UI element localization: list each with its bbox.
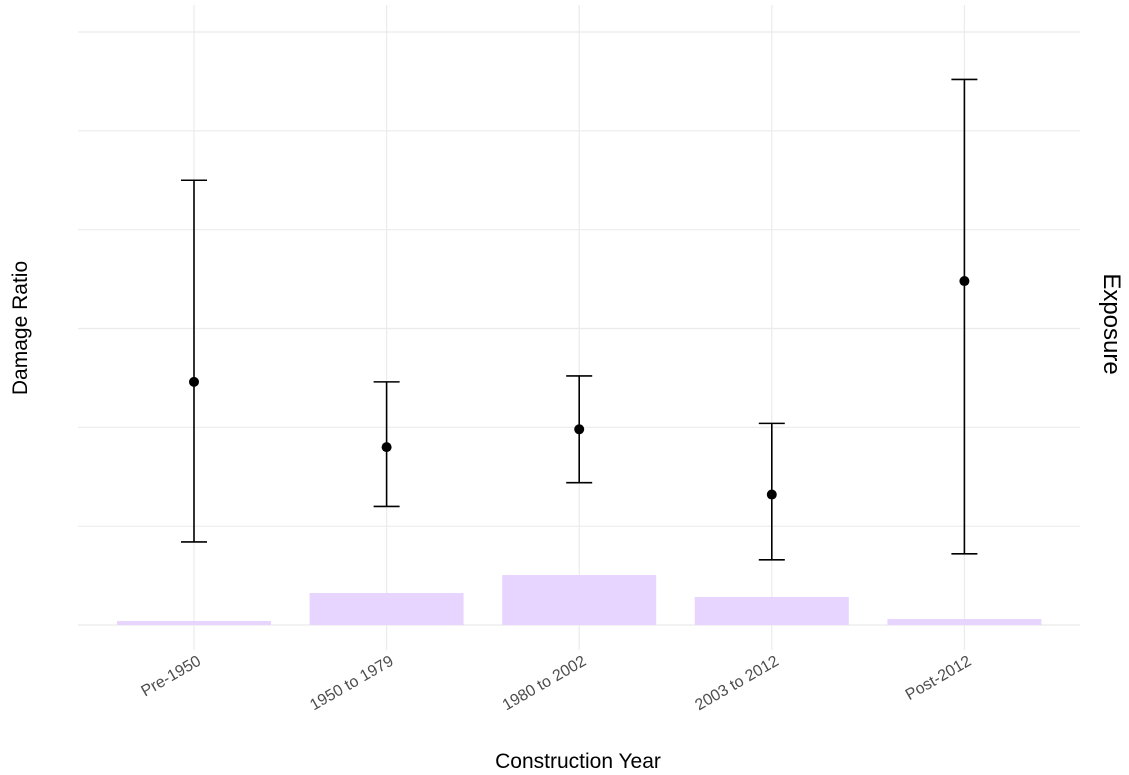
damage-ratio-errorbars [181, 78, 978, 561]
damage-ratio-point [381, 442, 392, 453]
x-tick-label: 1980 to 2002 [500, 653, 589, 714]
exposure-bar [887, 619, 1042, 625]
damage-ratio-points [189, 276, 970, 500]
exposure-bar [309, 593, 464, 625]
exposure-bar [694, 597, 849, 625]
x-tick-label: 1950 to 1979 [307, 653, 396, 714]
damage-ratio-point [766, 489, 777, 500]
exposure-bars [117, 575, 1042, 625]
damage-ratio-point [189, 376, 199, 387]
x-tick-label: 2003 to 2012 [692, 653, 781, 714]
x-axis-title: Construction Year [495, 750, 661, 773]
x-tick-label: Post-2012 [903, 653, 975, 704]
x-tick-labels: Pre-1950 1950 to 1979 1980 to 2002 2003 to … [138, 653, 974, 714]
damage-ratio-point [959, 276, 970, 287]
x-tick-label: Pre-1950 [138, 653, 204, 701]
exposure-bar [117, 621, 271, 625]
exposure-bar [502, 575, 657, 625]
y-axis-title: Damage Ratio [9, 261, 32, 395]
damage-ratio-point [574, 424, 585, 435]
gridlines [78, 5, 1080, 650]
y2-axis-title: Exposure [1098, 273, 1125, 374]
